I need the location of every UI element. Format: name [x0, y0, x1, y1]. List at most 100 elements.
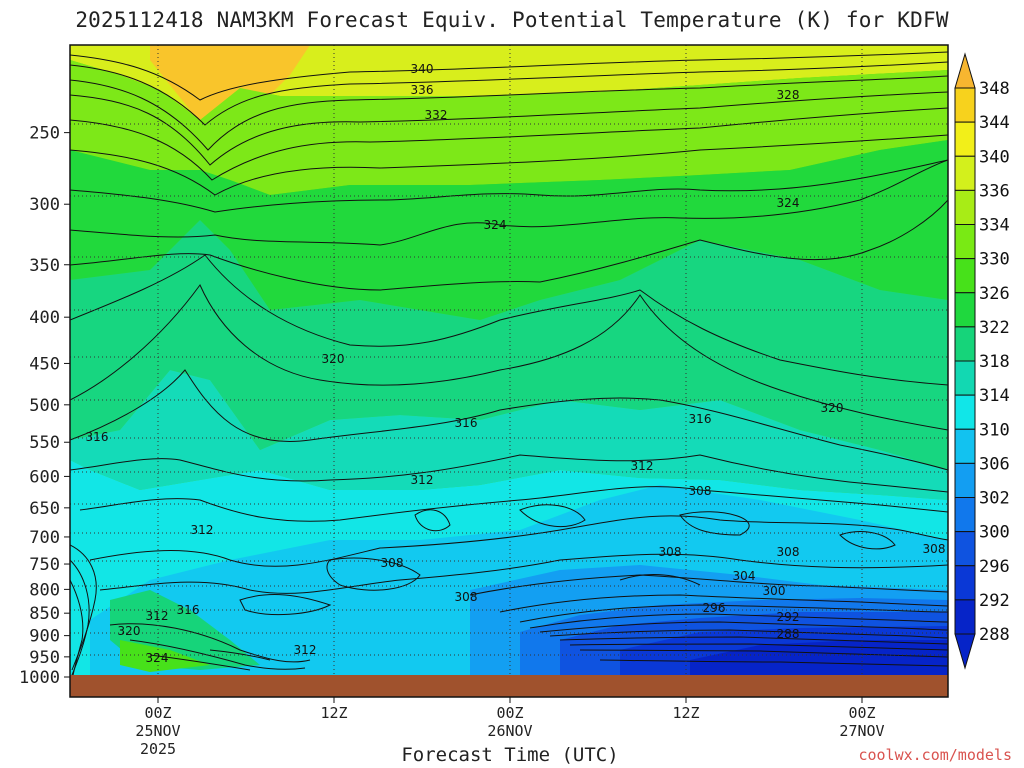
- colorbar-segment: [954, 326, 976, 362]
- colorbar-segment: [954, 565, 976, 601]
- band-318: [70, 220, 948, 470]
- colorbar-segment: [954, 87, 976, 123]
- contour-label: 308: [777, 545, 800, 559]
- y-tick-label: 350: [29, 256, 60, 276]
- colorbar-label: 306: [979, 454, 1010, 474]
- contour-label: 300: [763, 584, 786, 598]
- contour-label: 312: [411, 473, 434, 487]
- band-mid-green: [70, 140, 948, 320]
- y-tick-label: 500: [29, 396, 60, 416]
- contour-label: 336: [411, 83, 434, 97]
- contour-label: 324: [484, 218, 507, 232]
- colorbar: 348 344 340 336 334 330 326 322 318 314 310 306 302 3…: [954, 52, 1010, 670]
- colorbar-segment: [954, 394, 976, 430]
- y-tick-label: 550: [29, 433, 60, 453]
- colorbar-label: 344: [979, 113, 1010, 133]
- contour-label: 292: [777, 610, 800, 624]
- colorbar-label: 318: [979, 352, 1010, 372]
- band-lower-left-yellowgreen: [120, 640, 210, 672]
- colorbar-label: 292: [979, 591, 1010, 611]
- x-tick-label: 12Z: [320, 704, 347, 722]
- contour-label: 312: [631, 459, 654, 473]
- y-tick-label: 800: [29, 580, 60, 600]
- colorbar-segment: [954, 428, 976, 464]
- colorbar-segment: [954, 258, 976, 294]
- colorbar-label: 300: [979, 523, 1010, 543]
- colorbar-label: 334: [979, 216, 1010, 236]
- y-tick-label: 750: [29, 555, 60, 575]
- y-tick-label: 650: [29, 499, 60, 519]
- colorbar-segment: [954, 189, 976, 225]
- y-tick-label: 1000: [19, 668, 60, 688]
- colorbar-label: 314: [979, 386, 1010, 406]
- y-tick-label: 850: [29, 604, 60, 624]
- y-tick-label: 300: [29, 195, 60, 215]
- colorbar-label: 302: [979, 489, 1010, 509]
- x-tick-year: 2025: [140, 740, 176, 758]
- contour-label: 316: [689, 412, 712, 426]
- band-upper-green: [70, 60, 948, 195]
- contour-label: 316: [86, 430, 109, 444]
- colorbar-label: 330: [979, 250, 1010, 270]
- colorbar-label: 348: [979, 79, 1010, 99]
- y-tick-label: 250: [29, 124, 60, 144]
- contour-label: 308: [455, 590, 478, 604]
- x-tick-label: 00Z: [848, 704, 875, 722]
- contour-label: 328: [777, 88, 800, 102]
- colorbar-segment: [954, 360, 976, 396]
- colorbar-segment: [954, 292, 976, 328]
- colorbar-segment: [954, 121, 976, 157]
- x-tick-label: 00Z: [496, 704, 523, 722]
- credit-text: coolwx.com/models: [858, 746, 1012, 764]
- x-axis-label: Forecast Time (UTC): [401, 744, 619, 766]
- colorbar-segment: [954, 497, 976, 533]
- contour-label: 308: [923, 542, 946, 556]
- contour-label: 316: [455, 416, 478, 430]
- x-tick-date: 25NOV: [135, 722, 180, 740]
- colorbar-label: 336: [979, 181, 1010, 201]
- contour-label: 324: [777, 196, 800, 210]
- colorbar-label: 340: [979, 147, 1010, 167]
- chart-title: 2025112418 NAM3KM Forecast Equiv. Potent…: [75, 8, 949, 32]
- colorbar-segment: [954, 155, 976, 191]
- band-top-orange: [150, 45, 310, 140]
- contour-label: 320: [118, 624, 141, 638]
- contour-label: 320: [322, 352, 345, 366]
- colorbar-segment: [954, 224, 976, 260]
- y-tick-label: 450: [29, 354, 60, 374]
- contour-label: 308: [659, 545, 682, 559]
- colorbar-label: 288: [979, 625, 1010, 645]
- contour-label: 304: [733, 569, 756, 583]
- contour-label: 312: [146, 609, 169, 623]
- ground-surface: [70, 675, 948, 697]
- colorbar-label: 322: [979, 318, 1010, 338]
- y-tick-label: 900: [29, 627, 60, 647]
- contour-label: 316: [177, 603, 200, 617]
- contour-label: 324: [146, 651, 169, 665]
- contour-label: 308: [381, 556, 404, 570]
- x-tick-date: 27NOV: [839, 722, 884, 740]
- colorbar-label: 326: [979, 284, 1010, 304]
- colorbar-segment: [954, 599, 976, 635]
- colorbar-segment: [954, 531, 976, 567]
- gridlines: [70, 45, 948, 697]
- contour-label: 320: [821, 401, 844, 415]
- x-tick-date: 26NOV: [487, 722, 532, 740]
- colorbar-label: 296: [979, 557, 1010, 577]
- y-tick-label: 400: [29, 308, 60, 328]
- contour-label: 296: [703, 601, 726, 615]
- plot-area: [70, 45, 948, 697]
- band-314: [70, 370, 948, 500]
- contour-lines: [70, 51, 948, 681]
- x-tick-label: 12Z: [672, 704, 699, 722]
- colorbar-top-arrow: [954, 52, 976, 89]
- y-tick-label: 700: [29, 528, 60, 548]
- x-tick-label: 00Z: [144, 704, 171, 722]
- y-tick-label: 950: [29, 648, 60, 668]
- contour-label: 308: [689, 484, 712, 498]
- colorbar-label: 310: [979, 420, 1010, 440]
- y-tick-label: 600: [29, 467, 60, 487]
- colorbar-bottom-arrow: [954, 633, 976, 670]
